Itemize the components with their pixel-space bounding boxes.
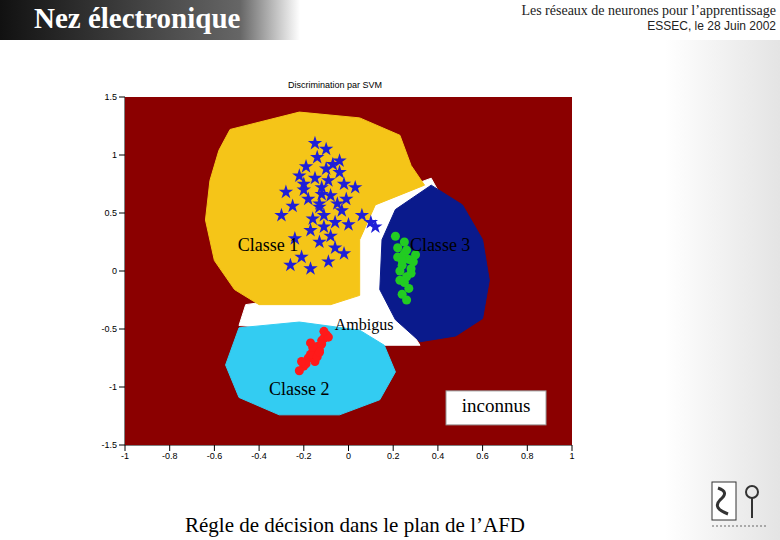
html-text:Nez électronique: Nez électronique (34, 2, 241, 34)
svg-text:1: 1 (569, 451, 574, 461)
svg-text:0: 0 (112, 266, 117, 276)
svg-text:-0.6: -0.6 (207, 451, 223, 461)
svg-text:0.5: 0.5 (104, 208, 117, 218)
svg-text:Classe 2: Classe 2 (269, 379, 330, 399)
html-text:Régle de décision dans le plan: Régle de décision dans le plan de l’AFD (185, 513, 525, 537)
svg-text:1.5: 1.5 (104, 92, 117, 102)
svg-text:-0.2: -0.2 (296, 451, 312, 461)
svg-text:1: 1 (112, 150, 117, 160)
html-text:ESSEC, le 28 Juin 2002: ESSEC, le 28 Juin 2002 (647, 19, 776, 33)
svg-text:-1: -1 (121, 451, 129, 461)
svg-text:Classe 1: Classe 1 (238, 235, 298, 255)
svg-text:-1.5: -1.5 (101, 440, 117, 450)
svg-text:Classe 3: Classe 3 (410, 235, 471, 255)
svg-text:0.4: 0.4 (432, 451, 445, 461)
svg-text:inconnus: inconnus (462, 395, 531, 416)
svg-text:-1: -1 (109, 382, 117, 392)
html-text:Les réseaux de neurones pour l: Les réseaux de neurones pour l’apprentis… (521, 3, 776, 18)
svg-text:Ambigus: Ambigus (335, 316, 394, 334)
svg-text:0: 0 (346, 451, 351, 461)
svg-text:-0.4: -0.4 (251, 451, 267, 461)
svg-text:0.6: 0.6 (476, 451, 489, 461)
svg-text:0.2: 0.2 (387, 451, 400, 461)
svg-text:0.8: 0.8 (521, 451, 534, 461)
svg-text:-0.5: -0.5 (101, 324, 117, 334)
svg-text:-0.8: -0.8 (162, 451, 178, 461)
html-text:Discrimination par SVM: Discrimination par SVM (288, 80, 382, 90)
